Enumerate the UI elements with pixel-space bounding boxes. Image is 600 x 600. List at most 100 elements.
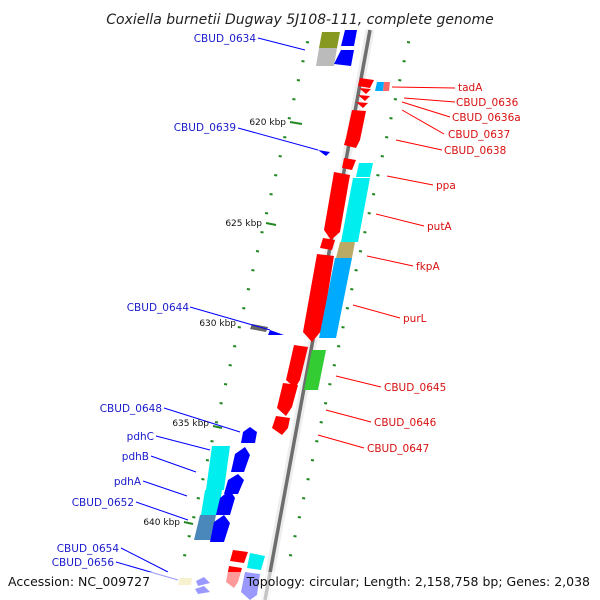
gene-label-CBUD_0634[interactable]: CBUD_0634 [194, 33, 257, 45]
gene-label-CBUD_0645[interactable]: CBUD_0645 [384, 382, 446, 394]
gene-CBUD_0638-main[interactable] [344, 110, 366, 148]
tick-mark [315, 440, 319, 443]
gene-CBUD_0639-arrow[interactable] [318, 150, 330, 156]
gene-ppa-arrow[interactable] [342, 158, 356, 170]
gene-pdhB-arrow[interactable] [224, 474, 244, 494]
tick-mark [389, 117, 393, 120]
gene-label-CBUD_0636a[interactable]: CBUD_0636a [452, 112, 521, 124]
gene-label-CBUD_0652[interactable]: CBUD_0652 [72, 497, 134, 509]
gene-purL-arrow[interactable] [303, 254, 334, 342]
tick-mark [264, 212, 269, 215]
gene-label-CBUD_0656[interactable]: CBUD_0656 [52, 557, 115, 569]
gene-tadA-arrow[interactable] [358, 78, 374, 88]
gene-label-putA[interactable]: putA [427, 221, 452, 233]
kbp-scale: 620 kbp 625 kbp 630 kbp 635 kbp 640 kbp [143, 118, 303, 528]
tick-mark [358, 250, 363, 253]
leader-pdhC [155, 435, 211, 451]
label-leader-lines [115, 37, 456, 581]
tick-mark [380, 155, 384, 158]
gene-CBUD_0636a-rect[interactable] [383, 82, 390, 91]
tick-mark [371, 193, 376, 196]
tick-mark [183, 554, 187, 557]
tick-mark [332, 364, 336, 367]
gene-label-CBUD_0638[interactable]: CBUD_0638 [444, 145, 506, 157]
gene-ppa-rect[interactable] [356, 163, 373, 177]
kbp-label: 630 kbp [199, 319, 236, 329]
gene-label-CBUD_0637[interactable]: CBUD_0637 [448, 129, 510, 141]
tick-mark [292, 98, 296, 101]
gene-fkpA-arrow[interactable] [320, 238, 335, 250]
tick-mark [223, 383, 228, 386]
tick-mark [319, 421, 323, 424]
gene-CBUD_0638-arrow[interactable] [356, 102, 368, 108]
gene-CBUD_0648-arrow[interactable] [241, 427, 257, 443]
gene-pdhC-arrow[interactable] [231, 447, 250, 472]
gene-putA-arrow[interactable] [324, 172, 350, 240]
gene-CBUD_0645-arrow[interactable] [286, 345, 308, 388]
gene-blue-arrow[interactable] [341, 30, 357, 46]
gene-fkpA-rect[interactable] [336, 242, 355, 258]
gene-putA-rect[interactable] [341, 178, 370, 242]
leader-CBUD_0638 [395, 139, 443, 151]
gene-CBUD_0652-arrow[interactable] [210, 515, 230, 542]
tick-mark [214, 421, 219, 424]
leader-CBUD_0636a [401, 101, 451, 118]
tick-mark [406, 41, 411, 44]
accession-text: Accession: NC_009727 [8, 574, 150, 589]
tick-mark [363, 231, 367, 234]
gene-bottom-cyan[interactable] [247, 553, 265, 570]
gene-CBUD_0636-arrow[interactable] [359, 88, 371, 94]
tick-mark [337, 345, 341, 348]
gene-CBUD_0646-arrow[interactable] [277, 383, 298, 416]
gene-CBUD_0637-arrow[interactable] [358, 95, 370, 101]
reverse-gene-labels: CBUD_0634 CBUD_0639 CBUD_0644 CBUD_0648 … [52, 33, 257, 569]
tick-mark [269, 193, 273, 196]
gene-CBUD_0634-block[interactable] [316, 30, 357, 66]
tick-mark [196, 497, 200, 500]
gene-label-pdhA[interactable]: pdhA [114, 476, 142, 488]
gene-label-CBUD_0639[interactable]: CBUD_0639 [174, 122, 236, 134]
gene-CBUD_0645-rect[interactable] [304, 350, 326, 390]
gene-label-CBUD_0648[interactable]: CBUD_0648 [100, 403, 162, 415]
kbp-tick [289, 121, 303, 125]
gene-CBUD_0647-arrow[interactable] [272, 416, 290, 435]
kbp-label: 625 kbp [225, 219, 262, 229]
tick-mark [376, 174, 380, 177]
gene-label-purL[interactable]: purL [403, 313, 427, 325]
gene-blue-arrow[interactable] [334, 50, 354, 66]
gene-olive-rect[interactable] [319, 32, 340, 48]
tick-mark [251, 269, 255, 272]
gene-label-pdhB[interactable]: pdhB [122, 451, 149, 463]
topology-text: Topology: circular; Length: 2,158,758 bp… [246, 574, 590, 589]
leader-CBUD_0645 [335, 375, 382, 388]
gene-label-tadA[interactable]: tadA [458, 82, 483, 94]
gene-label-CBUD_0647[interactable]: CBUD_0647 [367, 443, 429, 455]
gene-label-fkpA[interactable]: fkpA [416, 261, 440, 273]
leader-CBUD_0644 [189, 306, 271, 331]
tick-mark [301, 60, 305, 63]
leader-pdhB [150, 455, 197, 473]
gene-CBUD_0644-arrow[interactable] [268, 330, 284, 335]
gene-bottom-red-1[interactable] [230, 550, 248, 563]
leader-CBUD_0634 [257, 37, 306, 51]
gene-label-CBUD_0644[interactable]: CBUD_0644 [127, 302, 190, 314]
gene-pdhA-rect[interactable] [201, 490, 222, 515]
gene-CBUD_0636-rect[interactable] [375, 82, 384, 91]
gene-label-CBUD_0654[interactable]: CBUD_0654 [57, 543, 120, 555]
gene-pdhC-rect[interactable] [206, 446, 230, 490]
tick-marks [183, 41, 411, 557]
gene-CBUD_0652-rect[interactable] [194, 515, 216, 540]
gene-label-pdhC[interactable]: pdhC [127, 431, 154, 443]
tick-mark [237, 326, 241, 329]
gene-label-ppa[interactable]: ppa [436, 180, 456, 192]
tick-mark [297, 516, 302, 519]
gene-pdhA-arrow[interactable] [216, 490, 235, 515]
gene-purL-rect[interactable] [319, 258, 352, 338]
tick-mark [305, 41, 310, 44]
tick-mark [288, 554, 293, 557]
kbp-label: 635 kbp [172, 419, 209, 429]
gene-label-CBUD_0646[interactable]: CBUD_0646 [374, 417, 437, 429]
gene-grey-rect[interactable] [316, 48, 337, 66]
tick-mark [246, 288, 251, 291]
gene-label-CBUD_0636[interactable]: CBUD_0636 [456, 97, 519, 109]
